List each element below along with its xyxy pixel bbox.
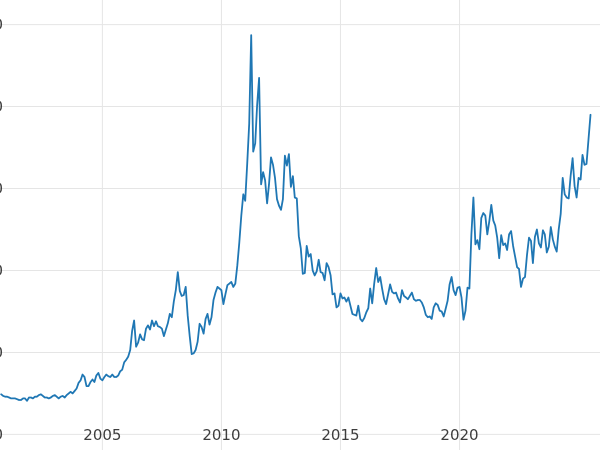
x-tick-label: 2020: [440, 426, 478, 444]
x-tick-label: 2015: [321, 426, 359, 444]
tick-labels-layer: 2005 2010 2015 2020 0 10 20 30 40 50: [0, 16, 479, 444]
y-tick-label-clipped: 50: [0, 16, 3, 34]
y-tick-label-clipped: 40: [0, 98, 3, 116]
y-tick-label-clipped: 30: [0, 180, 3, 198]
series-layer: [0, 34, 592, 402]
y-tick-label-clipped: 20: [0, 261, 3, 279]
price-line: [0, 34, 592, 402]
y-tick-label-clipped: 10: [0, 343, 3, 361]
x-tick-label: 2010: [202, 426, 240, 444]
y-tick-label-clipped: 0: [0, 425, 3, 443]
x-tick-label: 2005: [83, 426, 121, 444]
